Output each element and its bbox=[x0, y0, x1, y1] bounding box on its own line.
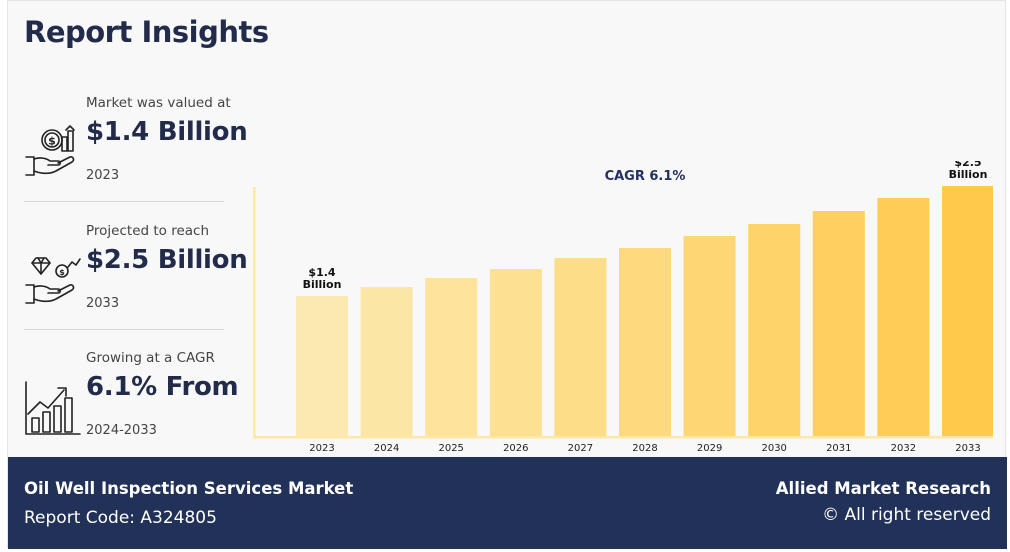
brand-name: Allied Market Research bbox=[775, 479, 991, 498]
growth-chart-icon bbox=[25, 381, 81, 435]
stat-cagr: Growing at a CAGR 6.1% From 2024-2033 bbox=[24, 350, 239, 470]
bar-2030 bbox=[748, 224, 801, 436]
bar-2024 bbox=[360, 287, 413, 436]
x-tick-label: 2027 bbox=[568, 443, 593, 454]
y-axis-line bbox=[253, 187, 256, 437]
bar-2023 bbox=[296, 296, 348, 436]
x-tick-label: 2023 bbox=[309, 443, 334, 454]
bar-2028 bbox=[619, 248, 671, 436]
stat-label: Projected to reach bbox=[86, 223, 210, 239]
bar-2025 bbox=[425, 278, 478, 436]
footer-bar: Oil Well Inspection Services Market Repo… bbox=[8, 457, 1007, 549]
stat-year: 2023 bbox=[86, 168, 120, 183]
stat-label: Market was valued at bbox=[86, 95, 231, 111]
report-name: Oil Well Inspection Services Market bbox=[24, 479, 354, 498]
bar-2032 bbox=[877, 198, 930, 436]
diamond-hand-icon: $ bbox=[25, 257, 81, 304]
stat-year: 2033 bbox=[86, 296, 120, 311]
bar-2033 bbox=[942, 186, 993, 436]
report-code: Report Code: A324805 bbox=[24, 508, 217, 528]
x-tick-label: 2024 bbox=[374, 443, 399, 454]
divider bbox=[24, 201, 224, 202]
data-label-2033: $2.5 bbox=[954, 161, 981, 169]
cagr-annotation: CAGR 6.1% bbox=[605, 169, 686, 184]
svg-text:$: $ bbox=[48, 135, 56, 148]
bar-2026 bbox=[489, 269, 542, 436]
x-tick-label: 2026 bbox=[503, 443, 528, 454]
x-tick-label: 2030 bbox=[761, 443, 786, 454]
x-tick-label: 2031 bbox=[826, 443, 851, 454]
stat-projected-value: $ Projected to reach $2.5 Billion 2033 bbox=[24, 223, 248, 343]
data-label-2033: Billion bbox=[949, 168, 988, 181]
stat-label: Growing at a CAGR bbox=[86, 350, 215, 366]
stat-value: $1.4 Billion bbox=[86, 117, 248, 147]
stat-value: 6.1% From bbox=[86, 372, 239, 402]
stat-year: 2024-2033 bbox=[86, 423, 157, 438]
money-hand-icon: $ bbox=[25, 125, 75, 176]
copyright-text: © All right reserved bbox=[822, 505, 991, 525]
x-tick-label: 2032 bbox=[891, 443, 916, 454]
data-label-2023: $1.4 bbox=[308, 266, 335, 279]
data-label-2023: Billion bbox=[303, 278, 342, 291]
stat-value: $2.5 Billion bbox=[86, 245, 248, 275]
bar-2029 bbox=[683, 236, 736, 436]
svg-text:$: $ bbox=[59, 268, 65, 277]
x-tick-label: 2033 bbox=[955, 443, 980, 454]
page-title: Report Insights bbox=[24, 15, 269, 49]
bar-2027 bbox=[554, 258, 607, 436]
x-tick-label: 2028 bbox=[632, 443, 657, 454]
x-axis-line bbox=[253, 436, 993, 439]
divider bbox=[24, 329, 224, 330]
stat-market-value: $ Market was valued at $1.4 Billion 2023 bbox=[24, 95, 248, 215]
report-insights-card: Report Insights $ Market was valued at $… bbox=[7, 0, 1007, 549]
x-tick-label: 2025 bbox=[438, 443, 463, 454]
x-tick-label: 2029 bbox=[697, 443, 722, 454]
bar-2031 bbox=[812, 211, 865, 436]
